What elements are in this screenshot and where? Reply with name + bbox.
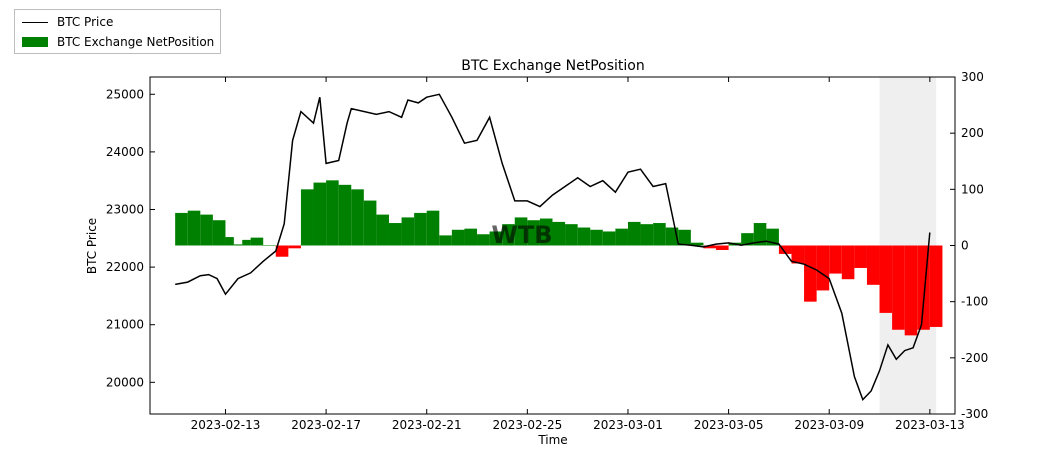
netposition-bar	[451, 229, 465, 246]
netposition-bar	[741, 233, 754, 246]
x-tick-label: 2023-03-13	[895, 418, 965, 432]
netposition-bar	[854, 245, 867, 268]
netposition-bar	[577, 227, 591, 246]
netposition-bar	[175, 212, 188, 246]
netposition-bar	[615, 228, 628, 246]
netposition-bar	[233, 244, 243, 246]
x-tick-label: 2023-02-21	[392, 418, 462, 432]
netposition-bar	[242, 239, 251, 246]
netposition-bar	[602, 231, 616, 246]
netposition-bar	[250, 237, 264, 246]
x-tick-label: 2023-02-25	[492, 418, 562, 432]
netposition-bar	[816, 245, 830, 291]
netposition-bar	[212, 220, 226, 246]
netposition-bar	[892, 245, 905, 330]
netposition-bar	[363, 200, 377, 246]
legend-item-netposition: BTC Exchange NetPosition	[22, 34, 214, 50]
netposition-bar	[376, 214, 389, 246]
netposition-bar	[275, 245, 289, 257]
y-right-tick-label: -100	[961, 295, 988, 309]
chart-title: BTC Exchange NetPosition	[461, 58, 645, 74]
netposition-bar	[866, 245, 880, 285]
y-left-tick-label: 24000	[106, 145, 144, 159]
netposition-bar	[187, 210, 201, 246]
netposition-bar	[778, 245, 792, 254]
netposition-bar	[590, 229, 603, 246]
netposition-bar	[703, 245, 717, 249]
netposition-bar	[804, 245, 817, 302]
legend-label-netposition: BTC Exchange NetPosition	[57, 35, 215, 49]
netposition-bar	[439, 235, 452, 246]
legend-label-price: BTC Price	[57, 15, 114, 29]
x-tick-label: 2023-02-17	[291, 418, 361, 432]
x-tick-label: 2023-02-13	[191, 418, 261, 432]
legend-swatch-line	[22, 21, 48, 23]
netposition-bar	[288, 245, 301, 249]
netposition-bar	[351, 189, 364, 246]
netposition-bar	[539, 218, 553, 246]
y-left-tick-label: 23000	[106, 202, 144, 216]
netposition-bar	[313, 182, 327, 246]
y-left-tick-label: 21000	[106, 318, 144, 332]
netposition-bar	[527, 220, 540, 246]
netposition-bar	[326, 180, 339, 246]
netposition-bar	[678, 229, 691, 246]
netposition-bar	[338, 184, 352, 246]
netposition-bar	[753, 223, 767, 246]
netposition-bar	[829, 245, 842, 274]
y-right-tick-label: -200	[961, 351, 988, 365]
watermark: WTB	[491, 221, 552, 249]
netposition-bar	[841, 245, 855, 280]
netposition-bar	[716, 245, 729, 250]
netposition-bar	[489, 231, 503, 246]
y-axis-label-left: BTC Price	[85, 218, 99, 274]
netposition-bar	[502, 224, 515, 246]
y-right-tick-label: 0	[961, 239, 969, 253]
netposition-bar	[514, 217, 528, 246]
y-right-tick-label: -300	[961, 407, 988, 421]
netposition-bar	[565, 224, 578, 246]
legend-item-price: BTC Price	[22, 14, 113, 30]
netposition-bar	[388, 223, 402, 246]
netposition-bar	[263, 245, 276, 246]
netposition-bar	[401, 217, 415, 246]
netposition-bar	[929, 245, 943, 327]
y-left-tick-label: 20000	[106, 375, 144, 389]
x-tick-label: 2023-03-09	[794, 418, 864, 432]
netposition-bar	[653, 223, 666, 246]
netposition-bar	[300, 189, 314, 246]
netposition-bar	[879, 245, 893, 313]
y-right-tick-label: 200	[961, 126, 984, 140]
netposition-bar	[414, 212, 427, 246]
netposition-bar	[225, 237, 234, 246]
netposition-bar	[200, 214, 213, 246]
netposition-bar	[552, 221, 566, 246]
x-axis-label: Time	[537, 433, 567, 447]
netposition-bar	[640, 224, 654, 246]
legend-swatch-box	[22, 37, 48, 47]
netposition-bar	[477, 234, 490, 246]
y-right-tick-label: 300	[961, 70, 984, 84]
y-right-tick-label: 100	[961, 182, 984, 196]
netposition-bar	[690, 242, 704, 246]
x-tick-label: 2023-03-01	[593, 418, 663, 432]
netposition-bar	[464, 228, 478, 246]
x-tick-label: 2023-03-05	[694, 418, 764, 432]
y-left-tick-label: 25000	[106, 87, 144, 101]
netposition-bar	[791, 245, 805, 264]
netposition-bar	[426, 210, 440, 246]
btc-price-line	[175, 93, 931, 401]
y-left-tick-label: 22000	[106, 260, 144, 274]
netposition-bar	[904, 245, 918, 336]
netposition-bar	[627, 221, 641, 246]
legend: BTC Price BTC Exchange NetPosition	[14, 9, 221, 54]
